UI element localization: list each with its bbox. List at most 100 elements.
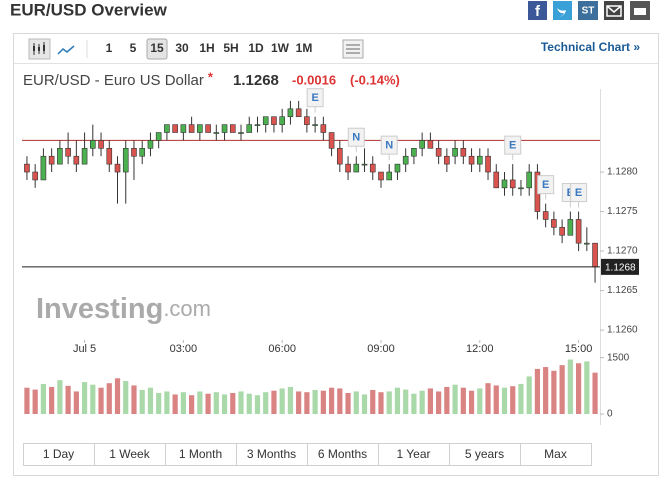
range-button[interactable]: 1 Year — [396, 447, 430, 461]
interval-button[interactable]: 1M — [296, 41, 313, 55]
candle-body — [65, 148, 71, 157]
volume-bar — [592, 372, 598, 414]
volume-bar — [254, 395, 261, 414]
candle-body — [262, 116, 269, 125]
interval-button[interactable]: 1W — [271, 41, 290, 55]
candle-body — [164, 124, 170, 133]
range-button[interactable]: 1 Month — [179, 447, 222, 461]
volume-bar — [353, 391, 359, 414]
event-flag: N — [380, 135, 398, 161]
line-type-button[interactable] — [57, 45, 75, 55]
volume-bar — [468, 390, 475, 414]
candle-body — [246, 124, 253, 133]
volume-bar — [139, 389, 145, 414]
volume-bar — [98, 387, 104, 414]
stocktwits-label: ST — [582, 6, 595, 17]
volume-bar — [90, 384, 96, 414]
candle-body — [542, 211, 549, 220]
candle-body — [188, 124, 195, 133]
event-flag: E — [570, 183, 588, 208]
candle-body — [180, 124, 187, 133]
range-button[interactable]: 1 Day — [43, 447, 74, 461]
volume-bar — [328, 387, 335, 414]
widget-frame — [13, 33, 659, 476]
candle-body — [24, 163, 30, 173]
last-price: 1.1268 — [233, 72, 279, 89]
volume-bar — [501, 387, 508, 414]
candle-body — [551, 219, 557, 228]
stocktwits-button[interactable] — [578, 1, 598, 20]
candle-body — [197, 124, 203, 133]
volume-bar — [452, 384, 458, 414]
facebook-icon: f — [535, 3, 541, 20]
candle-body — [147, 140, 154, 149]
volume-bar — [370, 389, 376, 414]
twitter-button[interactable] — [553, 1, 572, 20]
volume-tick-label: 0 — [607, 409, 613, 420]
range-button[interactable]: 3 Months — [247, 447, 296, 461]
volume-bar — [123, 380, 129, 414]
y-tick-label: 1.1260 — [607, 325, 638, 336]
interval-button[interactable]: 15 — [150, 41, 164, 55]
facebook-button[interactable] — [528, 1, 547, 20]
candle-body — [402, 155, 409, 165]
interval-button[interactable]: 1D — [248, 41, 264, 55]
interval-button[interactable]: 5H — [223, 41, 238, 55]
interval-selected — [146, 38, 168, 60]
volume-bar — [230, 392, 236, 414]
candle-body — [106, 148, 113, 165]
volume-bar — [32, 389, 38, 414]
technical-chart-link[interactable]: Technical Chart » — [541, 40, 640, 54]
interval-button[interactable]: 1 — [106, 41, 113, 55]
candle-body — [114, 163, 121, 173]
share-bar: f ST — [528, 1, 650, 20]
candle-body — [238, 132, 244, 134]
x-tick-label: 03:00 — [170, 343, 198, 355]
volume-bar — [394, 387, 401, 414]
volume-bar — [172, 394, 178, 414]
candle-body — [295, 108, 302, 118]
candle-body — [476, 155, 483, 165]
candle-body — [452, 148, 458, 157]
volume-bar — [575, 363, 582, 414]
candle-body — [378, 171, 384, 181]
volume-bar — [287, 386, 294, 414]
candle-body — [205, 124, 211, 133]
candle-body — [444, 155, 450, 165]
x-tick-label: Jul 5 — [73, 343, 96, 355]
last-price-tag-label: 1.1268 — [605, 263, 636, 274]
range-button[interactable]: Max — [544, 447, 567, 461]
event-flag-label: N — [385, 140, 393, 152]
candle-body — [73, 155, 80, 165]
candle-body — [57, 148, 63, 165]
range-button[interactable]: 5 years — [465, 447, 504, 461]
print-icon — [634, 8, 646, 15]
candle-body — [40, 155, 47, 181]
range-button[interactable]: 6 Months — [318, 447, 367, 461]
event-flag-label: E — [311, 92, 318, 104]
event-flag: N — [347, 127, 365, 153]
candle-body — [518, 187, 524, 190]
volume-bar — [180, 392, 186, 414]
volume-bar — [361, 394, 368, 414]
watermark-brand: Investing — [36, 293, 163, 325]
range-button[interactable]: 1 Week — [109, 447, 150, 461]
candle-body — [287, 108, 294, 118]
volume-bar — [147, 387, 154, 414]
candle-body — [320, 124, 327, 133]
candle-body — [411, 148, 417, 157]
volume-bar — [205, 393, 211, 414]
candle-body — [575, 219, 582, 244]
volume-bar — [493, 385, 499, 414]
event-flag: E — [306, 88, 324, 113]
candle-body — [369, 163, 376, 173]
candle-body — [172, 124, 178, 133]
volume-bar — [189, 395, 195, 414]
candle-body — [509, 179, 516, 189]
x-tick-label: 06:00 — [268, 343, 296, 355]
volume-bar — [271, 390, 277, 414]
interval-button[interactable]: 1H — [199, 41, 214, 55]
interval-button[interactable]: 30 — [175, 41, 189, 55]
interval-button[interactable]: 5 — [130, 41, 137, 55]
candle-body — [328, 132, 335, 149]
